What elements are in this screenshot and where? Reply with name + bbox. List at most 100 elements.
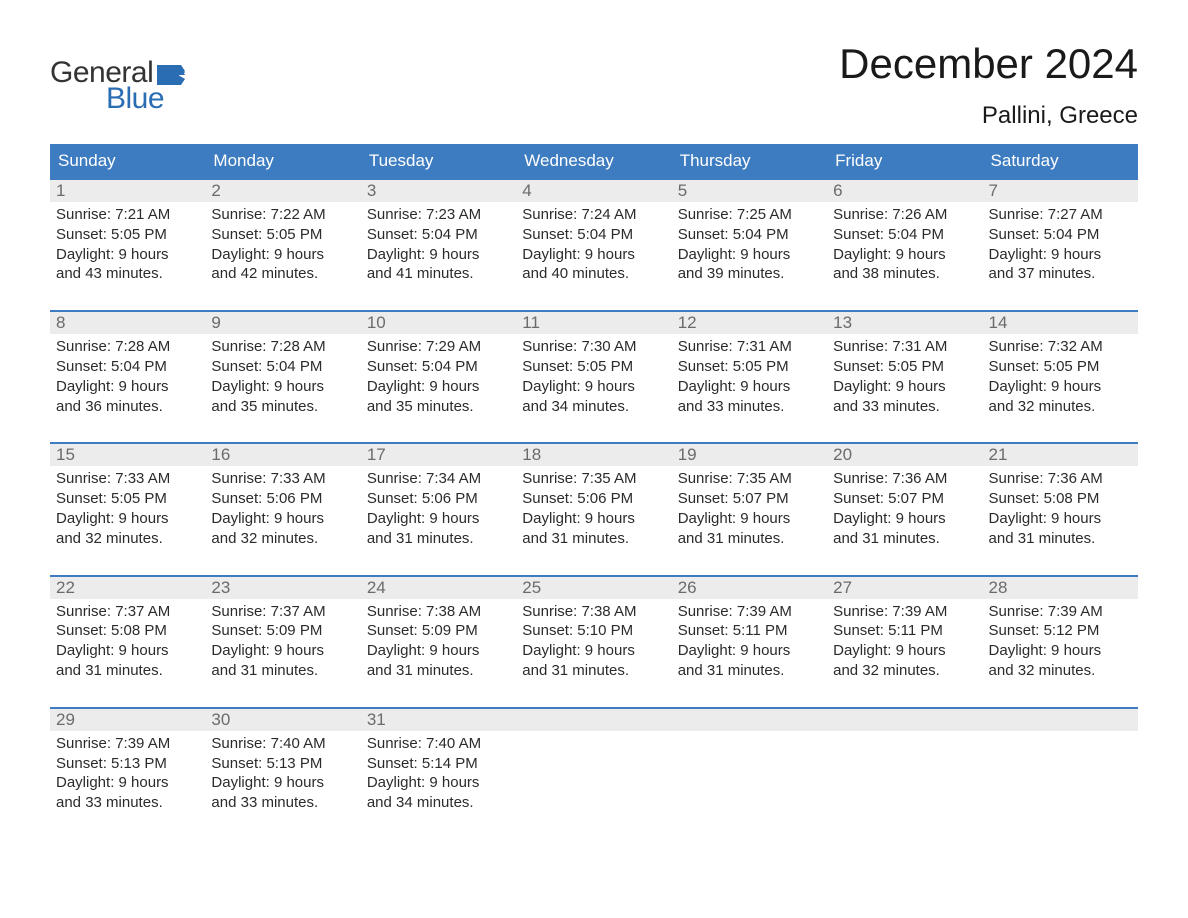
day-body: Sunrise: 7:31 AMSunset: 5:05 PMDaylight:… bbox=[672, 334, 827, 416]
day-cell: 31Sunrise: 7:40 AMSunset: 5:14 PMDayligh… bbox=[361, 709, 516, 813]
day-number-row: 2 bbox=[205, 180, 360, 202]
week-row: 15Sunrise: 7:33 AMSunset: 5:05 PMDayligh… bbox=[50, 442, 1138, 548]
week-row: 1Sunrise: 7:21 AMSunset: 5:05 PMDaylight… bbox=[50, 178, 1138, 284]
day-cell: 9 Sunrise: 7:28 AMSunset: 5:04 PMDaylight… bbox=[205, 312, 360, 416]
day-number: 7 bbox=[989, 181, 998, 200]
day-body: Sunrise: 7:26 AMSunset: 5:04 PMDaylight:… bbox=[827, 202, 982, 284]
day-cell: 5Sunrise: 7:25 AMSunset: 5:04 PMDaylight… bbox=[672, 180, 827, 284]
day-number-row: 31 bbox=[361, 709, 516, 731]
day-d1: Daylight: 9 hours bbox=[989, 509, 1132, 529]
day-cell: 11Sunrise: 7:30 AMSunset: 5:05 PMDayligh… bbox=[516, 312, 671, 416]
day-number-row: 29 bbox=[50, 709, 205, 731]
day-body: Sunrise: 7:22 AMSunset: 5:05 PMDaylight:… bbox=[205, 202, 360, 284]
day-body bbox=[672, 731, 827, 734]
day-sunset: Sunset: 5:13 PM bbox=[56, 754, 199, 774]
day-d2: and 33 minutes. bbox=[56, 793, 199, 813]
day-sunset: Sunset: 5:07 PM bbox=[833, 489, 976, 509]
day-sunrise: Sunrise: 7:22 AM bbox=[211, 205, 354, 225]
day-number-row: 15 bbox=[50, 444, 205, 466]
day-number-row bbox=[516, 709, 671, 731]
day-d2: and 39 minutes. bbox=[678, 264, 821, 284]
day-cell: 23Sunrise: 7:37 AMSunset: 5:09 PMDayligh… bbox=[205, 577, 360, 681]
title-block: December 2024 Pallini, Greece bbox=[839, 40, 1138, 130]
week-row: 29Sunrise: 7:39 AMSunset: 5:13 PMDayligh… bbox=[50, 707, 1138, 813]
day-body: Sunrise: 7:40 AMSunset: 5:14 PMDaylight:… bbox=[361, 731, 516, 813]
week-row: 22Sunrise: 7:37 AMSunset: 5:08 PMDayligh… bbox=[50, 575, 1138, 681]
day-cell: 27Sunrise: 7:39 AMSunset: 5:11 PMDayligh… bbox=[827, 577, 982, 681]
day-sunset: Sunset: 5:04 PM bbox=[833, 225, 976, 245]
day-number: 12 bbox=[678, 313, 697, 332]
day-cell: 29Sunrise: 7:39 AMSunset: 5:13 PMDayligh… bbox=[50, 709, 205, 813]
day-sunset: Sunset: 5:05 PM bbox=[989, 357, 1132, 377]
day-sunrise: Sunrise: 7:33 AM bbox=[211, 469, 354, 489]
day-sunrise: Sunrise: 7:31 AM bbox=[678, 337, 821, 357]
day-number-row: 3 bbox=[361, 180, 516, 202]
day-body: Sunrise: 7:29 AMSunset: 5:04 PMDaylight:… bbox=[361, 334, 516, 416]
day-cell: 13Sunrise: 7:31 AMSunset: 5:05 PMDayligh… bbox=[827, 312, 982, 416]
day-d1: Daylight: 9 hours bbox=[367, 509, 510, 529]
day-number-row: 9 bbox=[205, 312, 360, 334]
day-sunrise: Sunrise: 7:37 AM bbox=[211, 602, 354, 622]
day-cell: 21Sunrise: 7:36 AMSunset: 5:08 PMDayligh… bbox=[983, 444, 1138, 548]
day-body: Sunrise: 7:32 AMSunset: 5:05 PMDaylight:… bbox=[983, 334, 1138, 416]
day-number: 26 bbox=[678, 578, 697, 597]
weekday-header: Thursday bbox=[672, 144, 827, 178]
day-sunrise: Sunrise: 7:37 AM bbox=[56, 602, 199, 622]
page-title: December 2024 bbox=[839, 40, 1138, 88]
day-number: 30 bbox=[211, 710, 230, 729]
day-sunrise: Sunrise: 7:32 AM bbox=[989, 337, 1132, 357]
day-number-row: 24 bbox=[361, 577, 516, 599]
day-body: Sunrise: 7:36 AMSunset: 5:07 PMDaylight:… bbox=[827, 466, 982, 548]
day-number-row: 26 bbox=[672, 577, 827, 599]
day-body: Sunrise: 7:34 AMSunset: 5:06 PMDaylight:… bbox=[361, 466, 516, 548]
day-d1: Daylight: 9 hours bbox=[56, 245, 199, 265]
day-d1: Daylight: 9 hours bbox=[367, 377, 510, 397]
day-sunrise: Sunrise: 7:23 AM bbox=[367, 205, 510, 225]
flag-icon bbox=[157, 65, 185, 85]
day-number: 27 bbox=[833, 578, 852, 597]
day-d1: Daylight: 9 hours bbox=[678, 641, 821, 661]
day-number: 16 bbox=[211, 445, 230, 464]
day-body: Sunrise: 7:38 AMSunset: 5:09 PMDaylight:… bbox=[361, 599, 516, 681]
day-number-row: 27 bbox=[827, 577, 982, 599]
day-number-row: 25 bbox=[516, 577, 671, 599]
day-number-row: 17 bbox=[361, 444, 516, 466]
day-d1: Daylight: 9 hours bbox=[989, 641, 1132, 661]
day-number: 4 bbox=[522, 181, 531, 200]
day-d2: and 33 minutes. bbox=[678, 397, 821, 417]
day-d1: Daylight: 9 hours bbox=[56, 509, 199, 529]
day-d2: and 31 minutes. bbox=[989, 529, 1132, 549]
day-d1: Daylight: 9 hours bbox=[522, 245, 665, 265]
day-d2: and 35 minutes. bbox=[211, 397, 354, 417]
day-d1: Daylight: 9 hours bbox=[522, 377, 665, 397]
day-number-row: 11 bbox=[516, 312, 671, 334]
day-sunrise: Sunrise: 7:39 AM bbox=[989, 602, 1132, 622]
day-sunset: Sunset: 5:11 PM bbox=[678, 621, 821, 641]
day-sunset: Sunset: 5:11 PM bbox=[833, 621, 976, 641]
day-sunrise: Sunrise: 7:30 AM bbox=[522, 337, 665, 357]
day-number: 13 bbox=[833, 313, 852, 332]
weekday-header: Sunday bbox=[50, 144, 205, 178]
day-cell: 17Sunrise: 7:34 AMSunset: 5:06 PMDayligh… bbox=[361, 444, 516, 548]
day-d1: Daylight: 9 hours bbox=[678, 245, 821, 265]
day-number: 9 bbox=[211, 313, 220, 332]
day-d2: and 40 minutes. bbox=[522, 264, 665, 284]
day-cell: 22Sunrise: 7:37 AMSunset: 5:08 PMDayligh… bbox=[50, 577, 205, 681]
day-number: 11 bbox=[522, 313, 540, 332]
day-body: Sunrise: 7:39 AMSunset: 5:11 PMDaylight:… bbox=[672, 599, 827, 681]
day-body: Sunrise: 7:28 AMSunset: 5:04 PMDaylight:… bbox=[205, 334, 360, 416]
day-d2: and 34 minutes. bbox=[522, 397, 665, 417]
day-cell: 3Sunrise: 7:23 AMSunset: 5:04 PMDaylight… bbox=[361, 180, 516, 284]
day-number bbox=[678, 710, 683, 729]
day-number-row: 30 bbox=[205, 709, 360, 731]
day-d1: Daylight: 9 hours bbox=[833, 509, 976, 529]
day-cell: 10Sunrise: 7:29 AMSunset: 5:04 PMDayligh… bbox=[361, 312, 516, 416]
day-body: Sunrise: 7:37 AMSunset: 5:08 PMDaylight:… bbox=[50, 599, 205, 681]
day-number-row: 16 bbox=[205, 444, 360, 466]
day-d1: Daylight: 9 hours bbox=[833, 377, 976, 397]
day-number: 24 bbox=[367, 578, 386, 597]
day-d1: Daylight: 9 hours bbox=[211, 773, 354, 793]
day-d2: and 31 minutes. bbox=[522, 661, 665, 681]
day-body: Sunrise: 7:28 AMSunset: 5:04 PMDaylight:… bbox=[50, 334, 205, 416]
day-d2: and 32 minutes. bbox=[989, 397, 1132, 417]
